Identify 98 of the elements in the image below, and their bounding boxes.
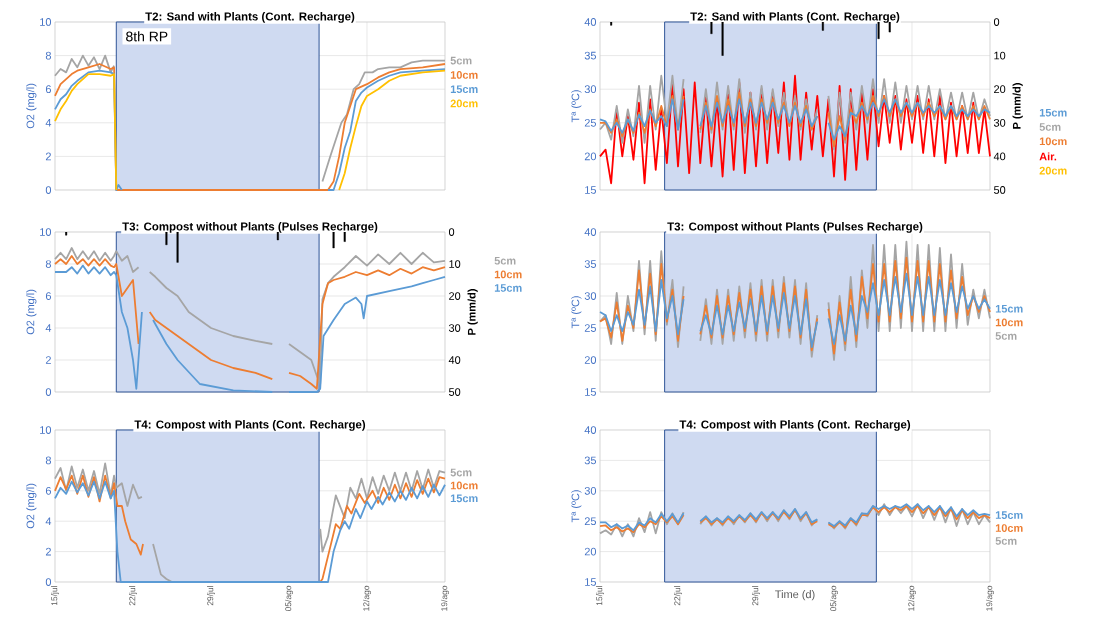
y-tick-label: 0 bbox=[45, 578, 52, 586]
text: 10cm bbox=[494, 270, 522, 279]
y-tick-label: 0 bbox=[45, 388, 52, 396]
y-tick-label: 0 bbox=[45, 186, 52, 194]
y-tick-label: 8 bbox=[45, 456, 51, 465]
y2-tick-label: 30 bbox=[993, 118, 1006, 127]
text: 5cm bbox=[494, 256, 516, 265]
y2-tick-label: 50 bbox=[448, 388, 461, 396]
y-axis-title: O2 (mg/l) bbox=[26, 289, 37, 335]
series-label: 15cm bbox=[995, 511, 1023, 519]
y-tick-label: 2 bbox=[45, 547, 51, 556]
y2-tick-label: 0 bbox=[993, 18, 1000, 26]
text: 15cm bbox=[1039, 108, 1067, 117]
y2-axis-title: P (mm/d) bbox=[1012, 83, 1023, 129]
y2-tick-label: 20 bbox=[449, 292, 461, 300]
x-axis-title: Time (d) bbox=[775, 590, 815, 601]
x-tick-label: 19/ago bbox=[986, 585, 994, 611]
series-label: 15cm bbox=[995, 304, 1023, 313]
legend-label: 20cm bbox=[1039, 166, 1067, 175]
series-label: 10cm bbox=[995, 524, 1023, 532]
y-tick-label: 20 bbox=[584, 356, 597, 364]
y-tick-label: 30 bbox=[584, 85, 597, 94]
y-tick-label: 2 bbox=[45, 356, 51, 364]
y-axis-title: Tª (ºC) bbox=[571, 90, 582, 123]
y-tick-label: 8 bbox=[45, 260, 51, 268]
y-axis-title: Tª (ºC) bbox=[571, 490, 582, 523]
y-tick-label: 4 bbox=[45, 324, 52, 332]
chart-title: T3: Compost without Plants (Pulses Recharge) bbox=[667, 222, 923, 233]
series-label: 10cm bbox=[450, 481, 478, 490]
y2-tick-label: 30 bbox=[448, 324, 461, 332]
y-tick-label: 10 bbox=[40, 18, 52, 26]
text: 20cm bbox=[450, 99, 478, 108]
x-tick-label: 15/jul bbox=[596, 586, 604, 606]
x-tick-label: 22/jul bbox=[674, 586, 682, 606]
y-tick-label: 25 bbox=[584, 517, 597, 526]
y-axis-title: Tª (ºC) bbox=[571, 296, 582, 329]
text: Air. bbox=[1039, 152, 1057, 161]
chart-title: T2: Sand with Plants (Cont. Recharge) bbox=[690, 12, 900, 23]
y-tick-label: 4 bbox=[45, 119, 52, 127]
y2-tick-label: 40 bbox=[448, 356, 461, 364]
x-tick-label: 05/ago bbox=[830, 585, 838, 612]
x-tick-label: 12/ago bbox=[908, 585, 916, 611]
y-tick-label: 2 bbox=[45, 152, 51, 161]
y2-tick-label: 50 bbox=[993, 186, 1006, 194]
y2-tick-label: 10 bbox=[449, 260, 461, 268]
y-tick-label: 30 bbox=[584, 292, 597, 300]
x-tick-label: 05/ago bbox=[285, 585, 293, 612]
y-tick-label: 10 bbox=[40, 228, 52, 236]
chart-title: T4: Compost with Plants (Cont. Recharge) bbox=[134, 420, 366, 431]
series-label: 10cm bbox=[995, 318, 1023, 327]
y-tick-label: 6 bbox=[45, 292, 51, 300]
y-tick-label: 25 bbox=[584, 324, 597, 332]
line-series bbox=[599, 74, 991, 185]
y-tick-label: 15 bbox=[585, 186, 597, 194]
text: 15cm bbox=[494, 284, 522, 292]
series-label: 5cm bbox=[995, 537, 1017, 545]
series-label: 5cm bbox=[995, 332, 1017, 340]
y-tick-label: 25 bbox=[584, 118, 597, 127]
y-tick-label: 35 bbox=[584, 260, 597, 268]
y2-axis-title: P (mm/d) bbox=[467, 289, 478, 335]
chart-title: T3: Compost without Plants (Pulses Recharge) bbox=[122, 222, 378, 233]
series-label: 10cm bbox=[450, 71, 478, 79]
y-tick-label: 10 bbox=[40, 426, 52, 434]
y-tick-label: 6 bbox=[45, 85, 51, 94]
y-axis-title: O2 (mg/l) bbox=[26, 483, 37, 529]
y-tick-label: 15 bbox=[585, 578, 597, 586]
series-label: 15cm bbox=[450, 494, 478, 503]
y-tick-label: 30 bbox=[584, 486, 597, 495]
chart-title: T2: Sand with Plants (Cont. Recharge) bbox=[145, 12, 355, 23]
x-tick-label: 22/jul bbox=[129, 586, 137, 606]
y2-tick-label: 20 bbox=[994, 85, 1006, 94]
series-label: 5cm bbox=[450, 468, 472, 477]
y-tick-label: 15 bbox=[585, 388, 597, 396]
chart-title: T4: Compost with Plants (Cont. Recharge) bbox=[679, 420, 911, 431]
y-tick-label: 8 bbox=[45, 51, 51, 60]
series-label: 15cm bbox=[450, 85, 478, 94]
y-tick-label: 40 bbox=[584, 426, 597, 434]
y-tick-label: 35 bbox=[584, 456, 597, 465]
x-tick-label: 15/jul bbox=[51, 586, 59, 606]
y-tick-label: 20 bbox=[584, 547, 597, 556]
y2-tick-label: 40 bbox=[993, 152, 1006, 161]
y-axis-title: O2 (mg/l) bbox=[26, 83, 37, 129]
y-tick-label: 40 bbox=[584, 228, 597, 236]
x-tick-label: 19/ago bbox=[441, 585, 449, 611]
y-tick-label: 40 bbox=[584, 18, 597, 26]
y-tick-label: 20 bbox=[584, 152, 597, 161]
series-label: 5cm bbox=[450, 56, 472, 65]
x-tick-label: 12/ago bbox=[363, 585, 371, 611]
x-tick-label: 29/jul bbox=[752, 586, 760, 606]
y-tick-label: 4 bbox=[45, 517, 52, 525]
y2-tick-label: 0 bbox=[448, 228, 455, 236]
y-tick-label: 35 bbox=[584, 51, 597, 60]
y-tick-label: 6 bbox=[45, 486, 51, 495]
text: 10cm bbox=[1039, 137, 1067, 146]
x-tick-label: 29/jul bbox=[207, 586, 215, 606]
annotation: 8th RP bbox=[126, 31, 168, 42]
text: 5cm bbox=[1039, 123, 1061, 131]
y2-tick-label: 10 bbox=[994, 51, 1006, 60]
